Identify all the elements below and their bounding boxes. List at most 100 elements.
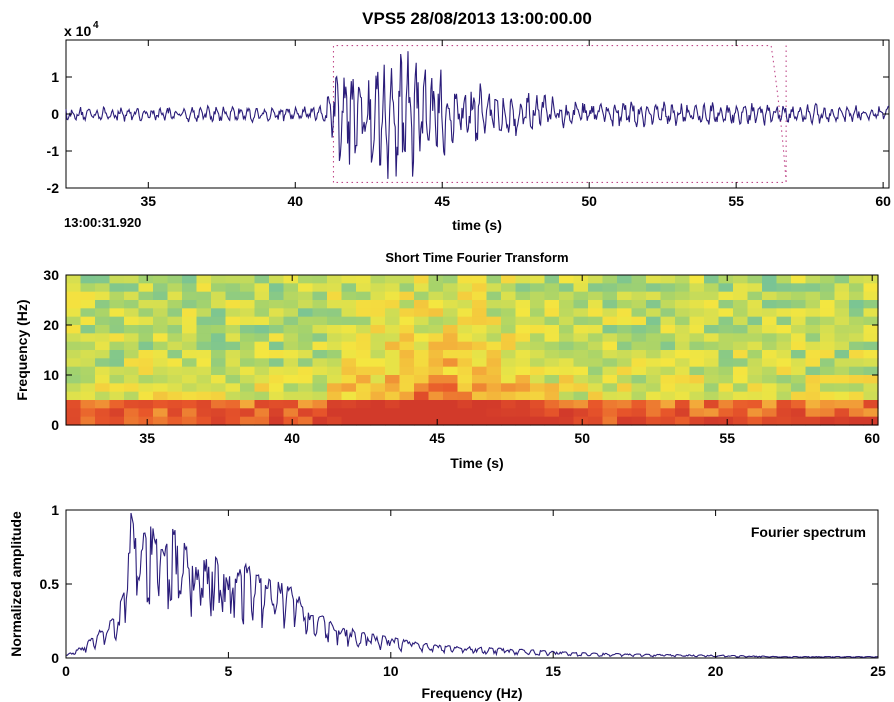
stft-cell	[501, 400, 517, 409]
stft-cell	[196, 366, 212, 376]
stft-cell	[254, 341, 270, 351]
stft-cell	[356, 283, 372, 293]
stft-cell	[530, 291, 546, 301]
stft-cell	[254, 375, 270, 384]
stft-cell	[501, 391, 517, 401]
stft-cell	[588, 383, 604, 393]
waveform-title: VPS5 28/08/2013 13:00:00.00	[362, 9, 592, 28]
stft-cell	[109, 341, 125, 351]
waveform-panel: VPS5 28/08/2013 13:00:00.00 x 10 4 35 40 4…	[47, 9, 892, 233]
stft-cell	[631, 375, 647, 384]
stft-cell	[733, 416, 749, 426]
stft-cell	[472, 333, 488, 343]
stft-cell	[747, 366, 763, 376]
stft-cell	[660, 300, 676, 309]
stft-cell	[312, 358, 328, 368]
stft-cell	[559, 300, 575, 309]
stft-cell	[588, 291, 604, 301]
stft-cell	[559, 383, 575, 393]
stft-cell	[124, 308, 140, 318]
stft-cell	[733, 291, 749, 301]
stft-cell	[196, 308, 212, 318]
stft-cell	[660, 308, 676, 318]
stft-cell	[602, 341, 618, 351]
stft-cell	[95, 375, 111, 384]
stft-cell	[559, 316, 575, 326]
stft-cell	[153, 341, 169, 351]
stft-cell	[762, 358, 778, 368]
stft-cell	[602, 308, 618, 318]
stft-cell	[689, 375, 705, 384]
stft-cell	[646, 350, 662, 359]
stft-cell	[283, 375, 299, 384]
stft-cell	[791, 333, 807, 343]
stft-cell	[385, 350, 401, 359]
spectrum-ticks: 0 5 10 15 20 25 1 0.5 0	[40, 502, 886, 679]
stft-cell	[95, 316, 111, 326]
stft-cell	[573, 316, 589, 326]
stft-cell	[515, 408, 531, 418]
stft-cell	[312, 375, 328, 384]
stft-cell	[573, 400, 589, 409]
stft-cell	[182, 366, 198, 376]
stft-cell	[588, 341, 604, 351]
stft-cell	[182, 291, 198, 301]
stft-cell	[109, 408, 125, 418]
stft-cell	[762, 408, 778, 418]
stft-cell	[849, 308, 865, 318]
stft-cell	[66, 300, 82, 309]
stft-cell	[138, 316, 154, 326]
stft-cell	[356, 400, 372, 409]
stft-cell	[544, 416, 560, 426]
stft-cell	[805, 333, 821, 343]
stft-cell	[776, 416, 792, 426]
stft-cell	[559, 416, 575, 426]
stft-cell	[457, 408, 473, 418]
stft-cell	[791, 408, 807, 418]
stft-cell	[486, 416, 502, 426]
stft-cell	[863, 400, 879, 409]
stft-cell	[776, 408, 792, 418]
stft-cell	[646, 366, 662, 376]
stft-cell	[95, 416, 111, 426]
stft-cell	[805, 300, 821, 309]
stft-cell	[791, 350, 807, 359]
stft-cell	[356, 366, 372, 376]
stft-cell	[196, 391, 212, 401]
stft-cell	[834, 283, 850, 293]
stft-cell	[298, 275, 314, 284]
stft-cell	[80, 300, 96, 309]
stft-cell	[849, 391, 865, 401]
stft-cell	[225, 416, 241, 426]
stft-cell	[544, 308, 560, 318]
stft-cell	[196, 375, 212, 384]
stft-cell	[849, 333, 865, 343]
stft-cell	[849, 375, 865, 384]
stft-cell	[66, 358, 82, 368]
stft-cell	[109, 291, 125, 301]
stft-cell	[472, 383, 488, 393]
stft-cell	[631, 283, 647, 293]
stft-cell	[167, 291, 183, 301]
stft-cell	[675, 300, 691, 309]
stft-cell	[138, 341, 154, 351]
stft-cell	[414, 416, 430, 426]
stft-cell	[269, 391, 285, 401]
stft-cell	[254, 333, 270, 343]
stft-cell	[124, 416, 140, 426]
stft-cell	[530, 400, 546, 409]
stft-cell	[834, 325, 850, 334]
stft-cell	[312, 391, 328, 401]
stft-cell	[689, 408, 705, 418]
stft-cell	[254, 283, 270, 293]
stft-cell	[428, 400, 444, 409]
stft-cell	[95, 400, 111, 409]
stft-cell	[501, 358, 517, 368]
stft-cell	[312, 325, 328, 334]
stft-cell	[718, 275, 734, 284]
stft-cell	[153, 358, 169, 368]
stft-cell	[501, 291, 517, 301]
stft-cell	[457, 358, 473, 368]
stft-cell	[269, 283, 285, 293]
stft-cell	[167, 308, 183, 318]
